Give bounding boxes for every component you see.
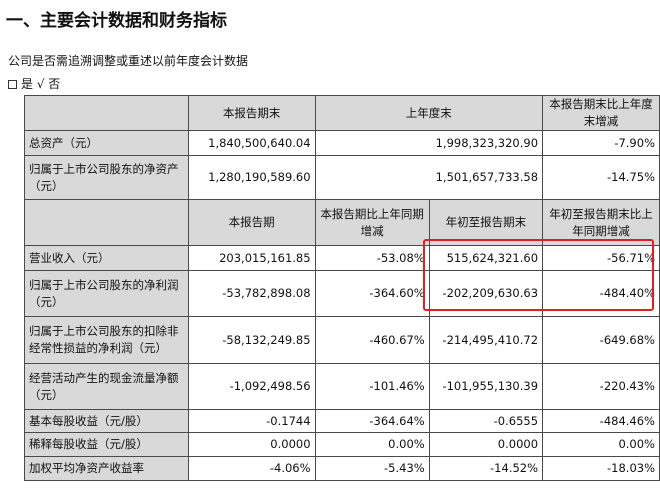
table-cell: -7.90% xyxy=(542,130,660,156)
row-label: 营业收入（元） xyxy=(24,245,189,271)
header-cell: 本报告期 xyxy=(187,199,316,246)
table-cell: -18.03% xyxy=(542,456,660,481)
highlight-box xyxy=(423,239,654,311)
table-cell: -220.43% xyxy=(542,363,660,410)
table-row: 稀释每股收益（元/股） 0.0000 0.00% 0.0000 0.00% xyxy=(24,432,660,457)
table-cell: -14.75% xyxy=(542,155,660,200)
table-cell: 0.00% xyxy=(314,432,430,457)
table-cell: -649.68% xyxy=(542,316,660,364)
table-row: 基本每股收益（元/股） -0.1744 -364.64% -0.6555 -48… xyxy=(24,409,660,433)
table-cell: -53,782,898.08 xyxy=(187,270,316,317)
header-cell: 本报告期比上年同期增减 xyxy=(314,199,430,246)
table-cell: -364.60% xyxy=(314,270,430,317)
header-cell: 上年度末 xyxy=(314,95,544,131)
table-cell: -1,092,498.56 xyxy=(187,363,316,410)
table-header-row: 本报告期 本报告期比上年同期增减 年初至报告期末 年初至报告期末比上年同期增减 xyxy=(24,199,660,246)
table-row: 经营活动产生的现金流量净额（元） -1,092,498.56 -101.46% … xyxy=(24,363,660,410)
table-cell: -4.06% xyxy=(187,456,316,481)
table-cell: 1,840,500,640.04 xyxy=(187,130,316,156)
row-label: 基本每股收益（元/股） xyxy=(24,409,189,433)
table-row: 归属于上市公司股东的净资产（元） 1,280,190,589.60 1,501,… xyxy=(24,155,660,200)
table-cell: 0.00% xyxy=(542,432,660,457)
table-cell: -14.52% xyxy=(428,456,544,481)
table-cell: 515,624,321.60 xyxy=(428,245,544,271)
table-cell: 1,280,190,589.60 xyxy=(187,155,316,200)
header-cell xyxy=(24,95,189,131)
header-cell: 本报告期末比上年度末增减 xyxy=(542,95,660,131)
table-cell: -460.67% xyxy=(314,316,430,364)
table-row: 加权平均净资产收益率 -4.06% -5.43% -14.52% -18.03% xyxy=(24,456,660,481)
row-label: 归属于上市公司股东的净资产（元） xyxy=(24,155,189,200)
restatement-answer: 是 √ 否 xyxy=(8,75,60,92)
table-cell: -53.08% xyxy=(314,245,430,271)
table-cell: -214,495,410.72 xyxy=(428,316,544,364)
row-label: 归属于上市公司股东的扣除非经常性损益的净利润（元） xyxy=(24,316,189,364)
header-cell xyxy=(24,199,189,246)
table-cell: 1,998,323,320.90 xyxy=(314,130,544,156)
table-row: 归属于上市公司股东的扣除非经常性损益的净利润（元） -58,132,249.85… xyxy=(24,316,660,364)
table-row: 归属于上市公司股东的净利润（元） -53,782,898.08 -364.60%… xyxy=(24,270,660,317)
table-header-row: 本报告期末 上年度末 本报告期末比上年度末增减 xyxy=(24,95,660,131)
table-row: 总资产（元） 1,840,500,640.04 1,998,323,320.90… xyxy=(24,130,660,156)
row-label: 稀释每股收益（元/股） xyxy=(24,432,189,457)
section-title: 一、主要会计数据和财务指标 xyxy=(6,11,227,31)
table-cell: 0.0000 xyxy=(187,432,316,457)
table-cell: 203,015,161.85 xyxy=(187,245,316,271)
row-label: 加权平均净资产收益率 xyxy=(24,456,189,481)
table-cell: 1,501,657,733.58 xyxy=(314,155,544,200)
table-cell: 0.0000 xyxy=(428,432,544,457)
row-label: 归属于上市公司股东的净利润（元） xyxy=(24,270,189,317)
table-cell: -101.46% xyxy=(314,363,430,410)
header-cell: 本报告期末 xyxy=(187,95,316,131)
financial-table: 本报告期末 上年度末 本报告期末比上年度末增减 总资产（元） 1,840,500… xyxy=(24,95,660,481)
table-cell: -58,132,249.85 xyxy=(187,316,316,364)
row-label: 经营活动产生的现金流量净额（元） xyxy=(24,363,189,410)
table-cell: -364.64% xyxy=(314,409,430,433)
table-cell: -101,955,130.39 xyxy=(428,363,544,410)
table-cell: -56.71% xyxy=(542,245,660,271)
table-cell: -484.46% xyxy=(542,409,660,433)
restatement-answer-text: 是 √ 否 xyxy=(21,77,61,91)
table-cell: -0.1744 xyxy=(187,409,316,433)
restatement-question: 公司是否需追溯调整或重述以前年度会计数据 xyxy=(8,54,249,68)
checkbox-icon xyxy=(8,80,17,89)
row-label: 总资产（元） xyxy=(24,130,189,156)
table-cell: -0.6555 xyxy=(428,409,544,433)
table-cell: -5.43% xyxy=(314,456,430,481)
